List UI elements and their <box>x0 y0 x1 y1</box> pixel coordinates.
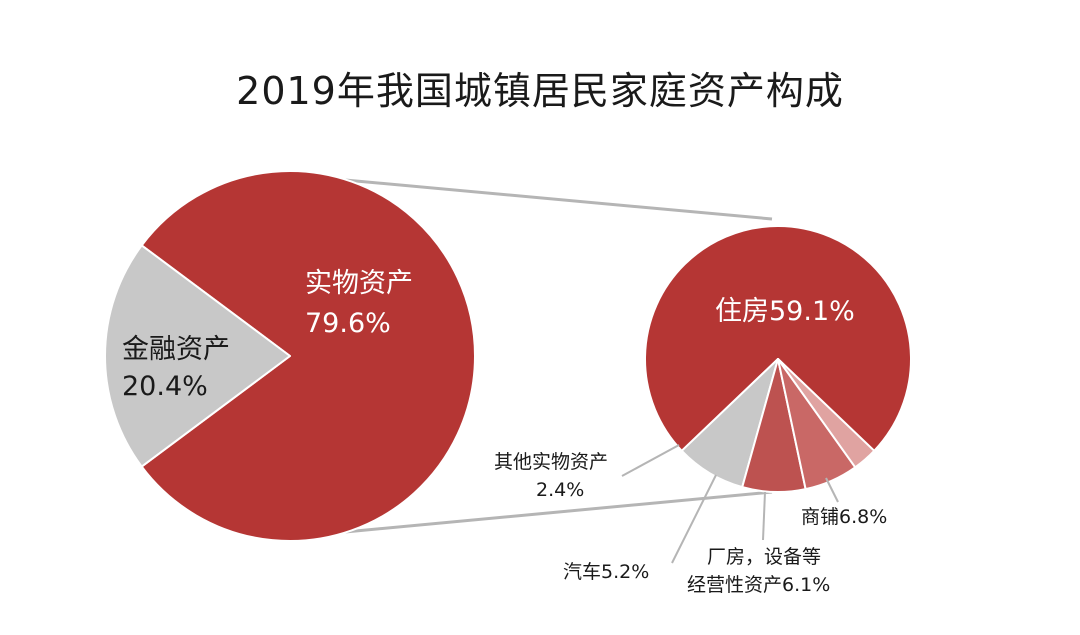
leader-cars <box>671 474 717 564</box>
leader-business <box>762 491 766 541</box>
label-other-line1: 其他实物资产 <box>494 451 608 473</box>
label-business-line1: 厂房，设备等 <box>707 546 821 568</box>
leader-other <box>621 444 680 477</box>
slice-housing <box>644 225 912 452</box>
leader-shops <box>825 477 839 503</box>
label-financial-assets-value: 20.4% <box>122 371 208 402</box>
connector-line-bottom <box>344 490 773 534</box>
label-physical-assets-name: 实物资产 <box>305 268 413 299</box>
label-business-line2: 经营性资产6.1% <box>687 574 830 596</box>
main-pie <box>104 170 477 542</box>
chart-title: 2019年我国城镇居民家庭资产构成 <box>236 69 844 113</box>
slice-other-physical <box>777 358 876 469</box>
label-shops: 商铺6.8% <box>801 506 887 528</box>
label-physical-assets-value: 79.6% <box>305 308 391 339</box>
label-other-line2: 2.4% <box>536 479 584 501</box>
connector-line-top <box>344 178 773 221</box>
label-housing: 住房59.1% <box>715 296 855 327</box>
slice-physical-assets <box>140 170 477 542</box>
breakdown-pie <box>644 225 912 493</box>
slice-financial-assets <box>104 244 291 468</box>
label-financial-assets-name: 金融资产 <box>122 334 230 365</box>
label-cars: 汽车5.2% <box>563 561 649 583</box>
